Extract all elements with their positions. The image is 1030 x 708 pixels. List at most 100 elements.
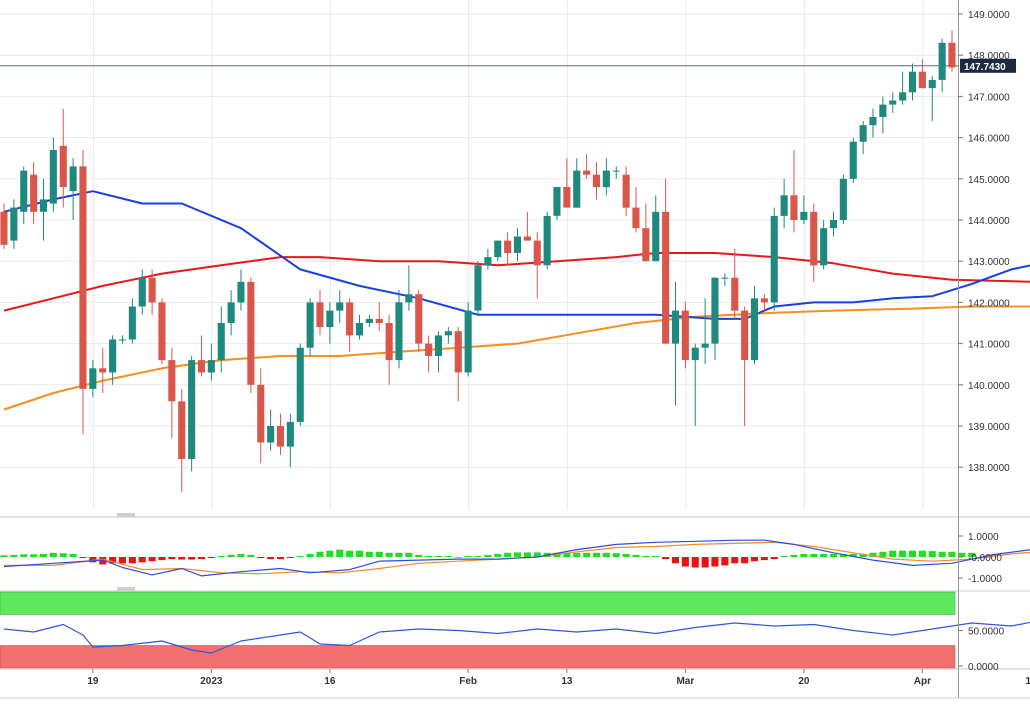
candle — [899, 71, 907, 105]
macd-histogram-bar — [237, 553, 245, 557]
macd-histogram-bar — [49, 552, 57, 557]
candle-body — [464, 310, 472, 373]
candle — [0, 203, 8, 249]
candle-body — [118, 339, 126, 341]
pane-resize-handle-macd[interactable] — [117, 513, 135, 517]
macd-histogram-bar — [899, 550, 907, 557]
candle-body — [504, 240, 512, 253]
candle-body — [652, 211, 660, 262]
price-axis-label: 142.0000 — [968, 298, 1010, 309]
candle-body — [385, 323, 393, 361]
candle-body — [336, 302, 344, 311]
candle-body — [59, 145, 67, 187]
candle — [731, 248, 739, 319]
macd-histogram-bar — [494, 553, 502, 557]
macd-histogram-bar — [336, 549, 344, 557]
macd-histogram-bar — [484, 554, 492, 557]
macd-histogram-bar — [721, 557, 729, 566]
candle — [553, 187, 561, 220]
candle — [859, 121, 867, 155]
candle-body — [425, 343, 433, 356]
candle — [474, 261, 482, 315]
candle-body — [39, 199, 47, 212]
macd-histogram-bar — [533, 552, 541, 557]
candle-body — [188, 360, 196, 459]
candle-body — [355, 323, 363, 336]
macd-histogram-bar — [573, 552, 581, 557]
candle-body — [415, 294, 423, 344]
candle-body — [128, 306, 136, 340]
macd-histogram-bar — [0, 555, 8, 557]
candle-body — [642, 228, 650, 262]
candle — [286, 413, 294, 468]
candle-body — [849, 141, 857, 179]
macd-line — [3, 539, 1030, 577]
candle-body — [938, 42, 946, 80]
candle-body — [484, 257, 492, 266]
candle — [750, 285, 758, 365]
candle — [425, 335, 433, 373]
candle — [602, 158, 610, 196]
candle-body — [286, 421, 294, 447]
macd-histogram-bar — [829, 553, 837, 557]
macd-histogram-bar — [257, 557, 265, 558]
pane-resize-handle-rsi[interactable] — [117, 587, 135, 591]
candle-body — [148, 277, 156, 303]
macd-histogram-bar — [138, 557, 146, 563]
macd-histogram-bar — [148, 557, 156, 562]
macd-histogram-bar — [938, 551, 946, 558]
macd-histogram-bar — [780, 556, 788, 557]
candle — [247, 277, 255, 394]
candle-body — [474, 265, 482, 311]
rsi-axis-label: 0.0000 — [968, 662, 999, 673]
candle-body — [711, 277, 719, 344]
candle — [148, 269, 156, 315]
macd-histogram-bar — [859, 553, 867, 557]
macd-histogram-bar — [20, 554, 28, 557]
rsi-bands — [0, 591, 956, 669]
candle-body — [583, 170, 591, 175]
candle-body — [20, 170, 28, 212]
time-axis-label: 2023 — [200, 676, 223, 687]
candle — [800, 195, 808, 225]
candle — [583, 154, 591, 179]
candle — [336, 290, 344, 323]
price-axis-label: 149.0000 — [968, 10, 1010, 21]
macd-histogram-bar — [188, 557, 196, 560]
macd-histogram-bar — [602, 552, 610, 557]
time-axis-label: 13 — [561, 676, 573, 687]
macd-histogram-bar — [79, 557, 87, 558]
macd-histogram-bar — [800, 553, 808, 557]
candle-body — [780, 195, 788, 216]
candle — [849, 137, 857, 183]
macd-histogram-bar — [958, 552, 966, 557]
macd-histogram-bar — [652, 556, 660, 557]
macd-histogram-bar — [741, 557, 749, 564]
candle-body — [158, 302, 166, 361]
candle-body — [306, 302, 314, 348]
macd-histogram-bar — [365, 551, 373, 558]
candle-body — [267, 426, 275, 443]
candle — [444, 327, 452, 344]
candle — [296, 343, 304, 426]
macd-histogram-bar — [217, 556, 225, 557]
pane-resize-handles[interactable] — [117, 513, 135, 591]
macd-histogram-bar — [464, 556, 472, 557]
candle-body — [760, 298, 768, 303]
candle-body — [899, 92, 907, 101]
candle-body — [237, 281, 245, 303]
macd-histogram-bar — [346, 550, 354, 557]
candle — [681, 302, 689, 369]
macd-histogram-bar — [918, 550, 926, 557]
candle-body — [10, 207, 18, 241]
candle — [770, 207, 778, 311]
macd-histogram-bar — [316, 551, 324, 558]
candle-body — [622, 174, 630, 208]
candle — [829, 211, 837, 237]
candle — [760, 294, 768, 311]
candle-body — [0, 211, 8, 245]
candle — [523, 211, 531, 241]
candle-body — [790, 195, 798, 220]
macd-histogram-bar — [662, 557, 670, 560]
candle-body — [681, 310, 689, 360]
